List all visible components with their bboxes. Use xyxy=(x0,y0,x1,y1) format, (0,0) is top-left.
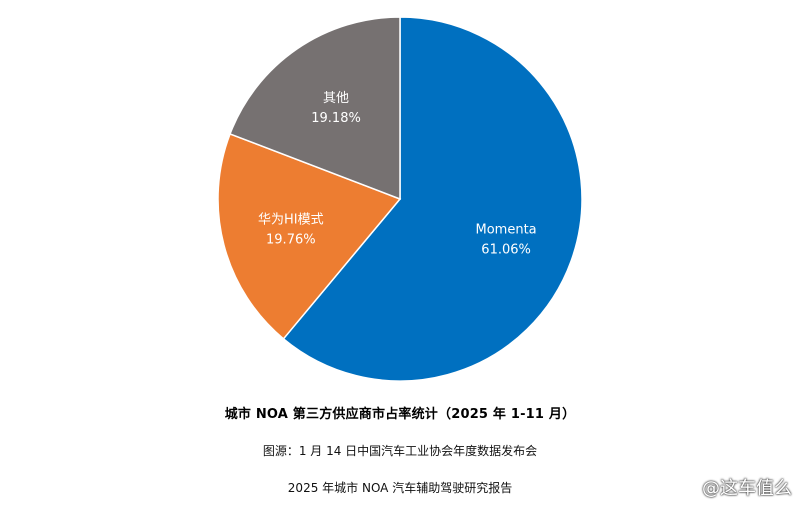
watermark-text: @这车值么 xyxy=(702,478,792,499)
slice-name-label-0: Momenta xyxy=(476,222,537,237)
slice-value-label-0: 61.06% xyxy=(481,242,531,257)
pie-slice-1 xyxy=(217,132,402,340)
slice-value-label-1: 19.76% xyxy=(266,232,316,247)
pie-slices xyxy=(217,16,583,382)
pie-slice-0 xyxy=(282,16,583,382)
chart-title: 城市 NOA 第三方供应商市占率统计（2025 年 1-11 月） xyxy=(224,407,576,422)
slice-name-label-2: 其他 xyxy=(323,91,349,106)
pie-slice-2 xyxy=(229,16,401,201)
pie-labels: Momenta 61.06% 华为HI模式 19.76% 其他 19.18% xyxy=(258,91,537,257)
pie-chart: Momenta 61.06% 华为HI模式 19.76% 其他 19.18% xyxy=(217,16,583,382)
slice-name-label-1: 华为HI模式 xyxy=(258,212,324,227)
source-caption: 图源：1 月 14 日中国汽车工业协会年度数据发布会 xyxy=(262,444,538,458)
report-caption: 2025 年城市 NOA 汽车辅助驾驶研究报告 xyxy=(287,481,513,495)
slice-value-label-2: 19.18% xyxy=(311,111,361,126)
